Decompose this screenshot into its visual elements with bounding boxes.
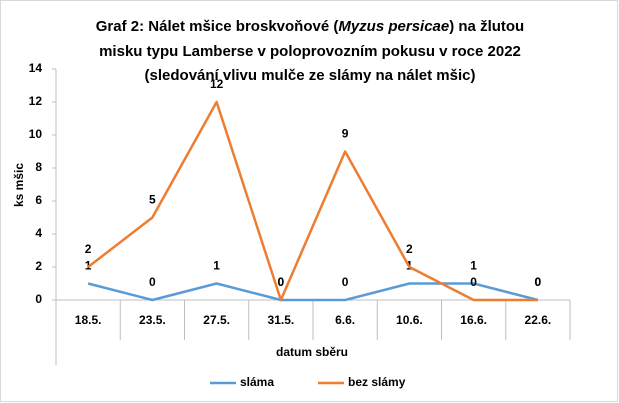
y-tick-label: 4 — [35, 226, 42, 240]
x-tick-label: 23.5. — [139, 313, 166, 327]
title-part: Myzus persicae — [338, 18, 449, 35]
x-tick-label: 10.6. — [396, 313, 423, 327]
chart-title: misku typu Lamberse v poloprovozním poku… — [99, 43, 521, 60]
data-label: 0 — [535, 275, 542, 289]
data-label: 1 — [470, 259, 477, 273]
series-line — [87, 282, 539, 302]
x-tick-label: 27.5. — [203, 313, 230, 327]
data-label: 0 — [342, 275, 349, 289]
data-label: 0 — [470, 275, 477, 289]
y-axis-label: ks mšic — [12, 163, 26, 207]
y-tick-label: 14 — [29, 61, 43, 75]
x-tick-label: 16.6. — [460, 313, 487, 327]
data-label: 2 — [85, 242, 92, 256]
data-label: 0 — [149, 275, 156, 289]
data-label: 2 — [406, 242, 413, 256]
y-tick-label: 6 — [35, 193, 42, 207]
x-tick-label: 31.5. — [268, 313, 295, 327]
series-line — [87, 100, 538, 302]
data-label: 5 — [149, 193, 156, 207]
y-tick-label: 0 — [35, 292, 42, 306]
y-tick-label: 10 — [29, 127, 43, 141]
legend-label: bez slámy — [348, 375, 406, 389]
x-tick-label: 6.6. — [335, 313, 355, 327]
title-part: ) na žlutou — [449, 18, 524, 35]
y-tick-label: 8 — [35, 160, 42, 174]
data-label: 0 — [535, 275, 542, 289]
data-label: 1 — [213, 259, 220, 273]
data-label: 12 — [210, 77, 224, 91]
chart-title: (sledování vlivu mulče ze slámy na nálet… — [145, 67, 476, 84]
y-tick-label: 12 — [29, 94, 43, 108]
y-tick-label: 2 — [35, 259, 42, 273]
title-part: Graf 2: Nálet mšice broskvoňové ( — [96, 18, 339, 35]
data-label: 0 — [278, 275, 285, 289]
data-label: 9 — [342, 127, 349, 141]
legend-label: sláma — [240, 375, 274, 389]
x-tick-label: 22.6. — [525, 313, 552, 327]
x-tick-label: 18.5. — [75, 313, 102, 327]
x-axis-label: datum sběru — [276, 345, 348, 359]
data-label: 0 — [278, 275, 285, 289]
chart-title: Graf 2: Nálet mšice broskvoňové (Myzus p… — [96, 18, 524, 35]
